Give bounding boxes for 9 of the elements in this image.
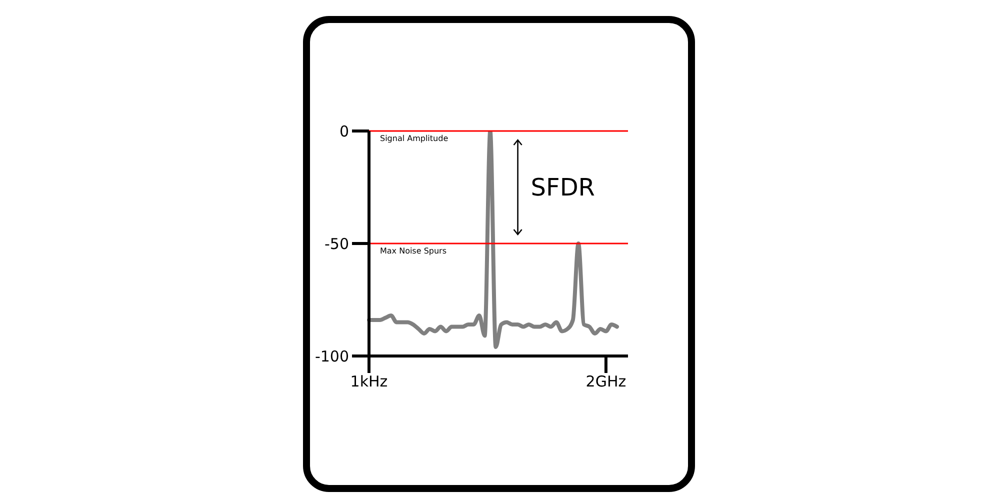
y-tick-label: -100 — [314, 347, 349, 366]
y-tick-label: 0 — [339, 122, 349, 140]
x-tick-label: 1kHz — [350, 372, 388, 391]
ref-line-label: Signal Amplitude — [380, 134, 448, 143]
ref-line-label: Max Noise Spurs — [380, 246, 446, 256]
annotation: SFDR — [530, 173, 595, 202]
x-tick-label: 2GHz — [586, 372, 626, 391]
line-series — [367, 131, 619, 349]
y-tick-label: -50 — [324, 234, 349, 253]
